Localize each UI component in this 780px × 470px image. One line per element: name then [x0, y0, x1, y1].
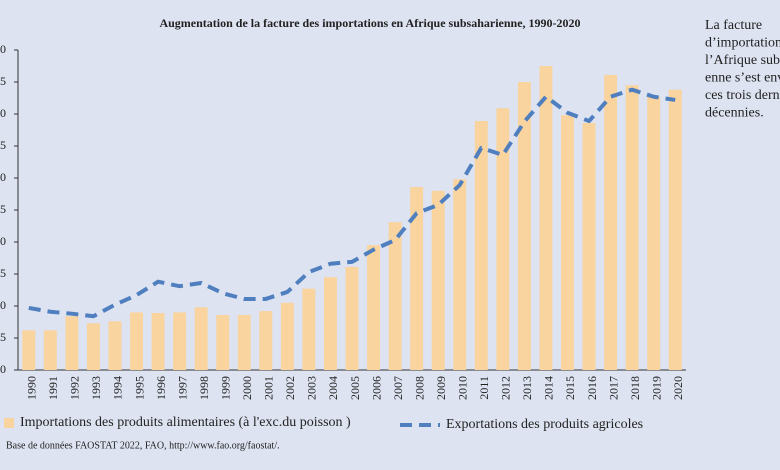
bar: [216, 314, 230, 370]
bar: [367, 245, 381, 370]
x-tick-label: 2006: [369, 376, 383, 400]
bar: [22, 330, 36, 370]
bar: [280, 302, 294, 370]
bar: [625, 85, 639, 370]
y-tick-label: 5: [0, 330, 6, 344]
x-tick-label: 1990: [25, 376, 39, 400]
y-tick-label: 30: [0, 170, 6, 184]
x-tick-label: 2000: [240, 376, 254, 400]
bar: [345, 266, 359, 370]
x-tick-label: 2014: [542, 376, 556, 400]
bar: [496, 108, 510, 371]
x-tick-label: 1997: [175, 376, 189, 400]
y-tick-label: 25: [0, 202, 6, 216]
y-tick-label: 20: [0, 234, 6, 248]
bar: [65, 316, 79, 370]
bar: [604, 74, 618, 371]
y-tick-label: 40: [0, 106, 6, 120]
x-tick-label: 2016: [585, 376, 599, 400]
x-tick-label: 1993: [89, 376, 103, 400]
bar: [539, 66, 553, 370]
legend-swatch: [4, 418, 14, 428]
legend-label: Exportations des produits agricoles: [446, 417, 643, 432]
x-tick-label: 2012: [499, 376, 513, 400]
bar: [453, 179, 467, 370]
x-tick-label: 2005: [348, 376, 362, 400]
bar: [259, 311, 273, 370]
bar: [517, 82, 531, 370]
x-tick-label: 1994: [111, 376, 125, 400]
source: Base de données FAOSTAT 2022, FAO, http:…: [6, 440, 280, 451]
bar: [388, 222, 402, 370]
x-tick-label: 2009: [434, 376, 448, 400]
side-text: décennies.: [705, 106, 764, 121]
bar: [151, 313, 165, 370]
x-tick-label: 2003: [305, 376, 319, 400]
bar: [173, 312, 187, 370]
y-tick-label: 10: [0, 298, 6, 312]
x-tick-label: 2010: [455, 376, 469, 400]
bar: [194, 307, 208, 370]
y-tick-label: 35: [0, 138, 6, 152]
x-tick-label: 1998: [197, 376, 211, 400]
bar: [431, 190, 445, 370]
x-tick-label: 2020: [671, 376, 685, 400]
chart-title: Augmentation de la facture des importati…: [159, 16, 580, 30]
x-tick-label: 2004: [326, 376, 340, 400]
y-tick-label: 45: [0, 74, 6, 88]
line: [28, 87, 676, 319]
y-tick-label: 50: [0, 42, 6, 56]
x-tick-label: 2007: [391, 376, 405, 400]
y-tick-label: 15: [0, 266, 6, 280]
bar: [582, 122, 596, 371]
y-tick-label: 0: [0, 362, 6, 376]
x-tick-label: 1992: [68, 376, 82, 400]
side-text: ces trois dern: [705, 88, 780, 103]
bar: [108, 321, 122, 370]
x-tick-label: 2011: [477, 376, 491, 400]
side-text: enne s’est env: [705, 71, 780, 86]
bar: [410, 186, 424, 370]
x-tick-label: 2015: [563, 376, 577, 400]
x-tick-label: 2001: [262, 376, 276, 400]
bar: [474, 121, 488, 370]
bar: [561, 115, 574, 370]
x-tick-label: 2008: [412, 376, 426, 400]
x-tick-label: 2002: [283, 376, 297, 400]
side-text: l’Afrique sub: [705, 53, 780, 68]
legend-label: Importations des produits alimentaires (…: [20, 415, 351, 430]
bar: [668, 89, 682, 371]
x-tick-label: 2018: [628, 376, 642, 400]
side-text: La facture: [705, 18, 762, 33]
x-tick-label: 2013: [520, 376, 534, 400]
x-tick-label: 2017: [606, 376, 620, 400]
x-tick-label: 1991: [46, 376, 60, 400]
bar: [323, 277, 337, 370]
bar: [237, 314, 251, 370]
bar: [43, 330, 57, 370]
x-tick-label: 1995: [132, 376, 146, 400]
side-text: d’importation: [705, 36, 780, 51]
x-tick-label: 1999: [218, 376, 232, 400]
x-tick-label: 1996: [154, 376, 168, 400]
bar: [647, 96, 661, 370]
x-tick-label: 2019: [649, 376, 663, 400]
bar: [86, 323, 100, 370]
bar: [302, 288, 316, 370]
bar: [130, 312, 143, 370]
